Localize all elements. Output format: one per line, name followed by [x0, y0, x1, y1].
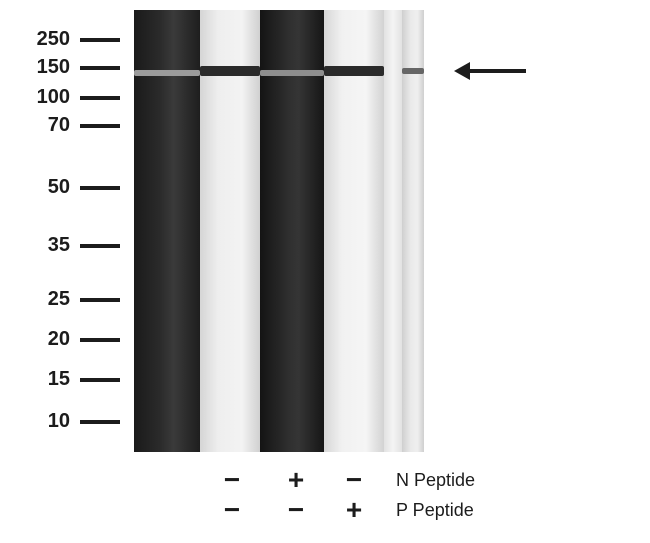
blot-lane: [384, 10, 402, 452]
condition-symbol: +: [281, 466, 311, 494]
mw-tick: [80, 66, 120, 70]
mw-tick: [80, 378, 120, 382]
blot-membrane: [134, 10, 424, 452]
mw-tick: [80, 298, 120, 302]
mw-tick: [80, 124, 120, 128]
mw-tick: [80, 244, 120, 248]
blot-lane: [402, 10, 424, 452]
western-blot-figure: 25015010070503525201510 −+−N Peptide−−+P…: [0, 0, 650, 543]
blot-lane: [134, 10, 200, 452]
condition-symbol: −: [217, 466, 247, 494]
condition-symbol: −: [217, 496, 247, 524]
mw-label: 250: [20, 28, 70, 51]
mw-label: 15: [20, 368, 70, 391]
condition-symbol: −: [281, 496, 311, 524]
mw-label: 150: [20, 56, 70, 79]
target-band-arrow: [454, 62, 526, 80]
mw-label: 20: [20, 328, 70, 351]
mw-label: 35: [20, 234, 70, 257]
mw-label: 10: [20, 410, 70, 433]
mw-label: 70: [20, 114, 70, 137]
mw-label: 100: [20, 86, 70, 109]
protein-band: [200, 66, 260, 76]
mw-label: 25: [20, 288, 70, 311]
condition-row-label: P Peptide: [396, 500, 474, 521]
protein-band: [402, 68, 424, 74]
condition-symbol: −: [339, 466, 369, 494]
mw-label: 50: [20, 176, 70, 199]
arrow-head-icon: [454, 62, 470, 80]
mw-tick: [80, 186, 120, 190]
mw-tick: [80, 38, 120, 42]
protein-band: [324, 66, 384, 76]
mw-tick: [80, 96, 120, 100]
mw-tick: [80, 338, 120, 342]
protein-band: [260, 70, 324, 76]
blot-lane: [200, 10, 260, 452]
condition-row-label: N Peptide: [396, 470, 475, 491]
mw-tick: [80, 420, 120, 424]
blot-lane: [260, 10, 324, 452]
blot-lane: [324, 10, 384, 452]
protein-band: [134, 70, 200, 76]
arrow-shaft: [470, 69, 526, 73]
condition-symbol: +: [339, 496, 369, 524]
